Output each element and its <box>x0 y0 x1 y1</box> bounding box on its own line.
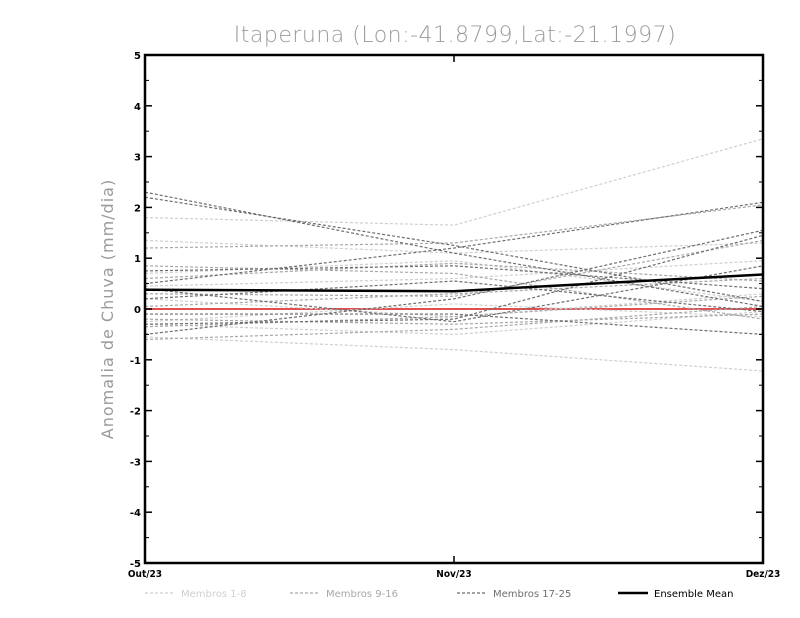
x-axis-ticks: Out/23 Nov/23 Dez/23 <box>128 55 780 580</box>
y-tick-label: 1 <box>134 254 141 265</box>
legend-label: Membros 9-16 <box>326 589 398 600</box>
member-series-line-m5 <box>144 303 764 323</box>
member-series-line-m13 <box>144 305 764 341</box>
y-tick-label: 3 <box>134 153 141 164</box>
member-series-line-m1 <box>144 138 764 226</box>
legend-label: Membros 17-25 <box>493 589 571 600</box>
x-tick-label: Nov/23 <box>436 569 471 580</box>
member-series-line-m20 <box>144 229 764 335</box>
member-series-line-m19 <box>144 201 764 285</box>
y-tick-label: 0 <box>134 305 141 316</box>
member-series-line-m23 <box>144 265 764 290</box>
y-tick-label: -5 <box>130 559 141 570</box>
y-axis-ticks: 5 4 3 2 1 0 -1 -2 -3 -4 -5 <box>130 51 763 570</box>
y-axis-label: Anomalia de Chuva (mm/dia) <box>98 179 117 439</box>
plot-area <box>144 138 764 372</box>
member-series-line-m16 <box>144 313 764 325</box>
member-series-line-m9 <box>144 204 764 249</box>
member-series-line-m2 <box>144 239 764 254</box>
y-tick-label: -3 <box>130 457 141 468</box>
member-series-line-m4 <box>144 260 764 287</box>
y-tick-label: -4 <box>130 508 141 519</box>
member-series-line-m24 <box>144 280 764 313</box>
x-tick-label: Out/23 <box>128 569 162 580</box>
legend: Membros 1-8 Membros 9-16 Membros 17-25 Ense… <box>145 589 733 600</box>
x-tick-label: Dez/23 <box>746 569 781 580</box>
y-tick-label: -1 <box>130 356 141 367</box>
y-tick-label: 2 <box>134 203 141 214</box>
member-series-line-m21 <box>145 313 764 335</box>
y-tick-label: 5 <box>134 51 141 62</box>
chart-title: Itaperuna (Lon:-41.8799,Lat:-21.1997) <box>234 23 676 48</box>
ensemble-mean-line <box>144 273 764 293</box>
y-tick-label: -2 <box>130 407 141 418</box>
member-series-line-m14 <box>144 265 764 320</box>
legend-label: Ensemble Mean <box>654 589 733 600</box>
member-series-line-m3 <box>144 260 764 302</box>
member-series-line-m25 <box>144 234 764 325</box>
legend-label: Membros 1-8 <box>181 589 247 600</box>
member-series-line-m18 <box>144 196 764 302</box>
member-series-line-m10 <box>144 262 764 282</box>
member-series-line-m7 <box>144 310 764 336</box>
member-series-line-m15 <box>144 277 764 308</box>
member-series-line-m12 <box>144 295 764 328</box>
member-series-line-m6 <box>144 336 764 372</box>
y-tick-label: 4 <box>134 102 141 113</box>
member-series-line-m22 <box>144 265 764 323</box>
